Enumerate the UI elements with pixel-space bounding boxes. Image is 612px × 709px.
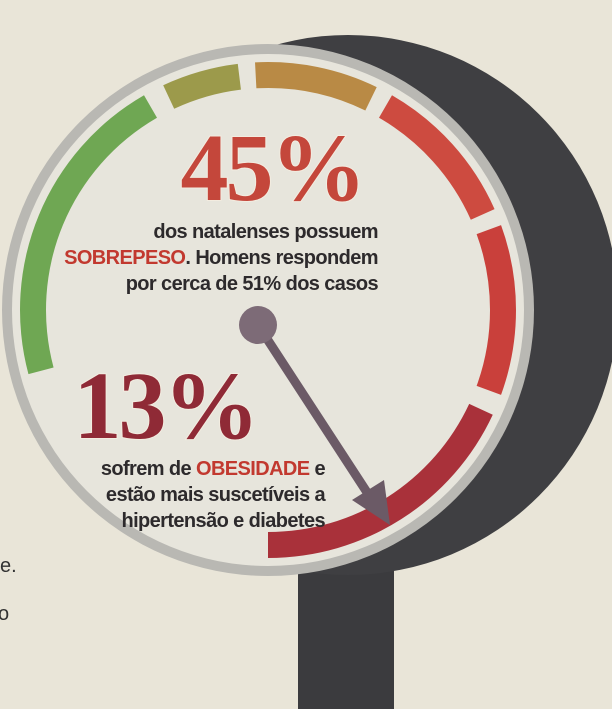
text-line: sofrem de [101, 458, 196, 480]
needle-pivot [239, 306, 277, 344]
stat-text: estão mais suscetíveis a [106, 484, 327, 506]
text-line: . Homens respondem [185, 247, 378, 269]
edge-fragment: o [0, 603, 9, 625]
stat-text: sofrem de OBESIDADE e [101, 458, 326, 480]
highlight: SOBREPESO [64, 247, 185, 269]
stat-figure: 13% [74, 352, 257, 459]
stat-text: por cerca de 51% dos casos [126, 273, 379, 295]
stat-text: SOBREPESO. Homens respondem [64, 247, 378, 269]
infographic: e. o 45% dos natalenses possuem SOBREPES… [0, 0, 612, 709]
edge-fragment: e. [0, 555, 17, 577]
text-line: estão mais suscetíveis a [106, 484, 327, 506]
text-line: dos natalenses possuem [153, 221, 378, 243]
highlight: OBESIDADE [196, 458, 310, 480]
stat-text: dos natalenses possuem [153, 221, 378, 243]
text-line: hipertensão e diabetes [121, 510, 325, 532]
text-line: por cerca de 51% dos casos [126, 273, 379, 295]
stand [298, 570, 394, 709]
stat-figure: 45% [181, 114, 364, 221]
stat-text: hipertensão e diabetes [121, 510, 325, 532]
text-line: e [310, 458, 326, 480]
